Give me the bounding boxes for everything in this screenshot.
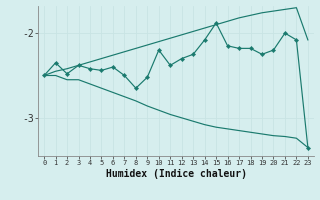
X-axis label: Humidex (Indice chaleur): Humidex (Indice chaleur) bbox=[106, 169, 246, 179]
